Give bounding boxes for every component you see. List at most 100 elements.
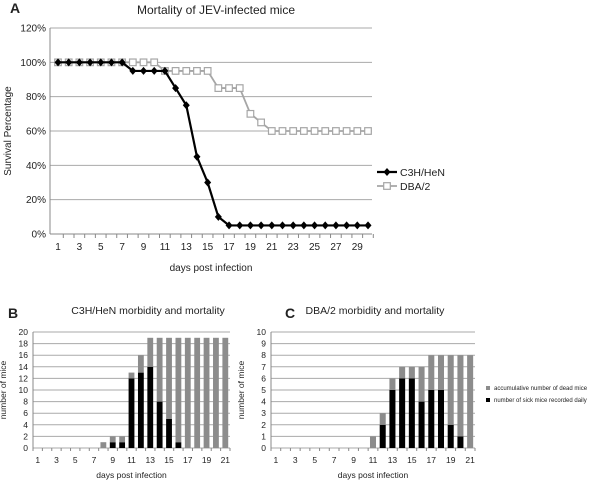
bar-sick [128,378,135,448]
bar-dead [175,337,182,443]
data-point [140,66,148,75]
x-tick-label: 13 [146,455,156,465]
data-point [364,221,372,230]
bar-sick [175,442,182,448]
x-tick-label: 15 [202,242,214,253]
x-tick-label: 19 [446,455,456,465]
x-tick-label: 1 [35,455,40,465]
bar-sick [418,401,425,448]
y-tick-label: 4 [23,420,28,430]
bar-dead [100,442,107,448]
data-point [289,127,298,135]
data-point [321,221,329,230]
data-point [236,221,244,230]
bar-sick [109,442,116,448]
data-point [107,58,115,67]
y-tick-label: 20 [19,327,29,337]
y-axis-label: number of mice [236,360,246,419]
data-point [129,66,137,75]
x-axis-label: days post infection [96,470,167,480]
x-tick-label: 19 [245,242,257,253]
y-tick-label: 3 [261,408,266,418]
bar-dead [457,355,464,437]
chart-title: C3H/HeN morbidity and mortality [71,305,225,317]
bar-sick [428,390,435,448]
x-tick-label: 3 [77,242,83,253]
bar-dead [128,372,135,379]
y-axis-label: number of mice [0,360,8,419]
x-tick-label: 1 [55,242,61,253]
bar-dead [437,355,445,390]
bar-sick [137,372,144,448]
x-tick-label: 21 [266,242,278,253]
bar-sick [147,366,154,448]
data-point [353,221,361,230]
legend-marker [383,168,391,176]
data-point [225,84,233,92]
data-point [353,127,362,135]
data-point [332,127,340,135]
y-tick-label: 2 [23,431,28,441]
bar-dead [156,337,163,402]
data-point [172,84,180,93]
bar-dead [418,366,425,402]
bar-dead [408,366,415,379]
data-point [321,127,330,135]
bar-dead [194,337,201,448]
chart-c: DBA/2 morbidity and mortality01234567891… [236,305,588,480]
bar-sick [119,442,126,448]
y-tick-label: 120% [20,24,46,35]
data-point [342,127,351,135]
bar-sick [447,424,454,448]
legend-swatch [486,398,490,402]
y-tick-label: 6 [261,373,266,383]
x-tick-label: 1 [273,455,278,465]
data-point [343,221,351,230]
legend-label: accumulative number of dead mice [494,386,588,392]
data-point [257,118,266,127]
bar-sick [379,424,386,448]
y-tick-label: 14 [19,362,29,372]
data-point [97,58,105,67]
x-tick-label: 15 [164,455,174,465]
y-tick-label: 9 [261,339,266,349]
y-tick-label: 12 [19,373,29,383]
bar-dead [379,413,386,425]
bar-dead [166,337,172,419]
panel-label-c: C [285,305,295,321]
x-axis-label: days post infection [170,263,253,274]
bar-dead [137,355,144,373]
x-tick-label: 9 [141,242,147,253]
bar-dead [213,337,219,448]
y-tick-label: 60% [26,127,46,138]
data-point [268,221,276,230]
x-tick-label: 17 [427,455,437,465]
x-tick-label: 13 [181,242,193,253]
x-tick-label: 11 [127,455,136,465]
x-tick-label: 5 [312,455,317,465]
x-tick-label: 5 [98,242,104,253]
data-point [65,58,73,67]
chart-b: C3H/HeN morbidity and mortality024681012… [0,305,231,480]
chart-title: DBA/2 morbidity and mortality [306,305,446,317]
chart-title: Mortality of JEV-infected mice [137,3,295,17]
panel-label-a: A [10,0,20,16]
bar-dead [119,436,126,443]
bar-sick [399,378,406,448]
x-tick-label: 9 [351,455,356,465]
bar-dead [389,378,396,390]
x-tick-label: 11 [369,455,378,465]
y-tick-label: 80% [26,92,46,103]
x-tick-label: 21 [465,455,475,465]
y-tick-label: 6 [23,408,28,418]
x-tick-label: 7 [92,455,97,465]
bar-dead [109,436,116,443]
data-point [310,127,319,135]
panel-label-b: B [8,305,18,321]
data-point [300,221,308,230]
data-point [128,58,137,67]
data-point [54,58,62,67]
x-tick-label: 19 [202,455,212,465]
data-point [214,212,222,221]
